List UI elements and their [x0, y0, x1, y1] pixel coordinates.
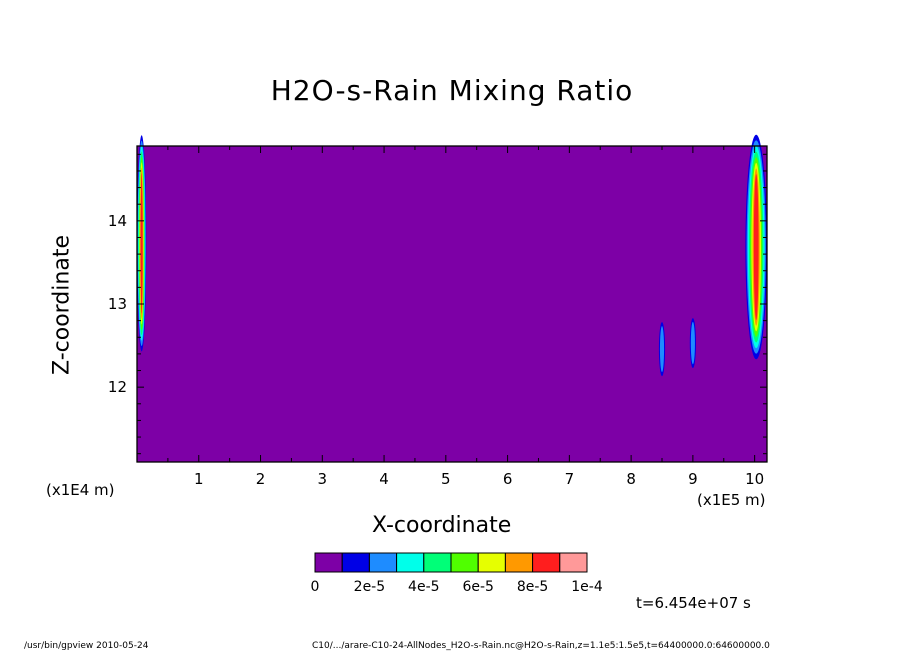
x-tick-label: 5	[441, 470, 451, 488]
x-tick-label: 9	[688, 470, 698, 488]
y-tick-label: 13	[108, 295, 127, 313]
x-tick-label: 6	[503, 470, 513, 488]
heatmap-feature-1-level-8	[753, 174, 759, 321]
colorbar-swatch	[314, 552, 343, 573]
x-tick-label: 4	[379, 470, 389, 488]
chart-title: H2O-s-Rain Mixing Ratio	[270, 74, 634, 107]
x-tick-label: 3	[318, 470, 328, 488]
x-tick-label: 1	[194, 470, 204, 488]
colorbar-swatch	[368, 552, 398, 573]
colorbar-swatch	[396, 552, 425, 573]
heatmap-background	[137, 146, 767, 462]
heatmap-feature-0-level-8	[140, 173, 143, 314]
y-axis-unit: (x1E4 m)	[46, 481, 115, 499]
x-tick-label: 7	[565, 470, 575, 488]
colorbar-tick-label: 1e-4	[571, 579, 603, 595]
heatmap-feature-3-level-2	[690, 321, 695, 365]
x-axis-unit: (x1E5 m)	[697, 491, 766, 509]
colorbar-swatch	[559, 552, 588, 573]
heatmap-feature-2-level-2	[659, 326, 665, 373]
colorbar-swatch	[341, 552, 370, 573]
time-label: t=6.454e+07 s	[636, 594, 751, 612]
colorbar-tick-label: 0	[311, 579, 320, 595]
colorbar-tick-label: 8e-5	[517, 579, 548, 595]
y-tick-label: 12	[108, 378, 127, 396]
x-tick-label: 2	[256, 470, 266, 488]
x-tick-label: 10	[745, 470, 764, 488]
colorbar-swatch	[423, 552, 452, 573]
x-axis-label: X-coordinate	[372, 513, 512, 538]
colorbar-tick-label: 4e-5	[408, 579, 439, 595]
colorbar-swatch	[532, 552, 561, 573]
y-tick-label: 14	[108, 212, 127, 230]
footer-left-text: /usr/bin/gpview 2010-05-24	[24, 641, 149, 651]
colorbar-swatch	[477, 552, 506, 573]
colorbar: 0 2e-5 4e-5 6e-5 8e-5 1e-4	[311, 552, 603, 595]
x-tick-label: 8	[626, 470, 636, 488]
colorbar-tick-label: 2e-5	[354, 579, 385, 595]
colorbar-swatch	[504, 552, 534, 573]
footer-right-text: C10/.../arare-C10-24-AllNodes_H2O-s-Rain…	[312, 641, 770, 651]
y-axis-label: Z-coordinate	[49, 235, 75, 375]
colorbar-tick-label: 6e-5	[462, 579, 493, 595]
colorbar-swatch	[450, 552, 479, 573]
